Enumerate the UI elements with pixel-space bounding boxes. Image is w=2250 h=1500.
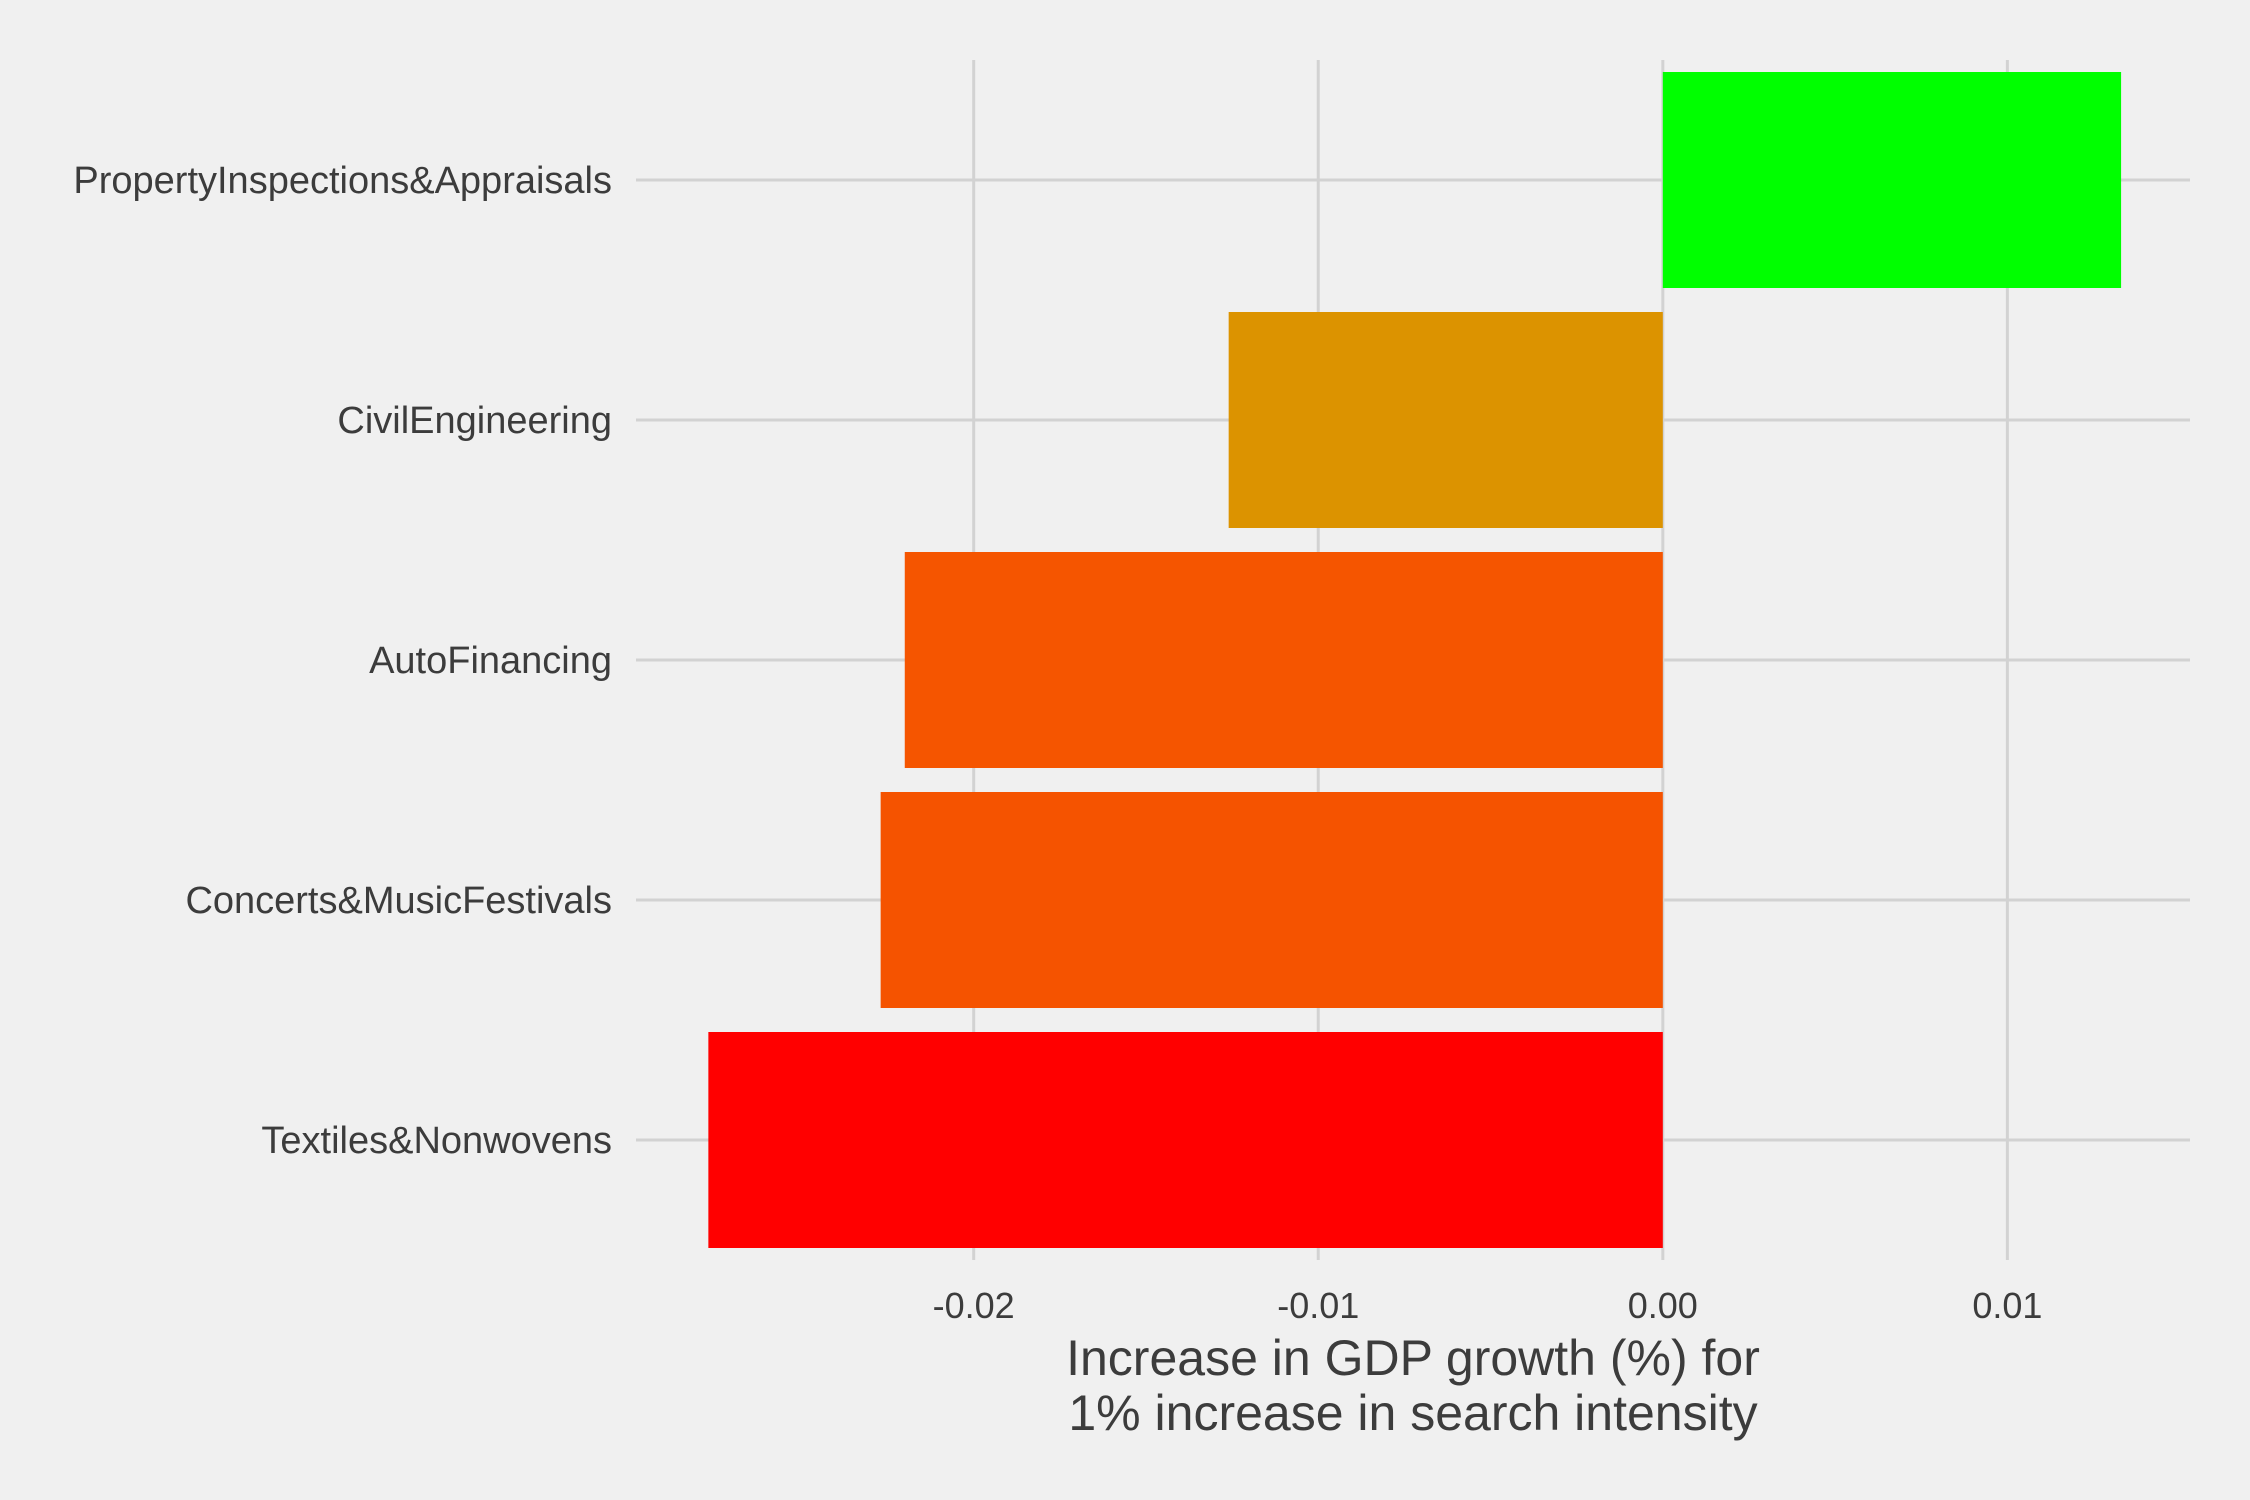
x-axis-title-line-2: 1% increase in search intensity <box>1068 1385 1757 1441</box>
category-label: CivilEngineering <box>337 400 612 442</box>
category-labels: PropertyInspections&Appraisals CivilEngin… <box>73 160 612 1162</box>
category-label: AutoFinancing <box>369 640 612 682</box>
x-axis-title-line-1: Increase in GDP growth (%) for <box>1066 1330 1760 1386</box>
x-tick-label: 0.01 <box>1972 1285 2042 1326</box>
x-tick-label: -0.02 <box>933 1285 1015 1326</box>
x-tick-label: 0.00 <box>1628 1285 1698 1326</box>
x-tick-labels: -0.02 -0.01 0.00 0.01 <box>933 1285 2043 1326</box>
bar <box>1228 312 1663 528</box>
bar <box>1662 72 2122 288</box>
bar <box>880 792 1663 1008</box>
category-label: PropertyInspections&Appraisals <box>73 160 612 202</box>
bar <box>708 1032 1663 1248</box>
bars <box>708 72 2122 1248</box>
category-label: Concerts&MusicFestivals <box>185 880 612 922</box>
x-tick-label: -0.01 <box>1277 1285 1359 1326</box>
category-label: Textiles&Nonwovens <box>261 1120 612 1162</box>
bar <box>904 552 1663 768</box>
